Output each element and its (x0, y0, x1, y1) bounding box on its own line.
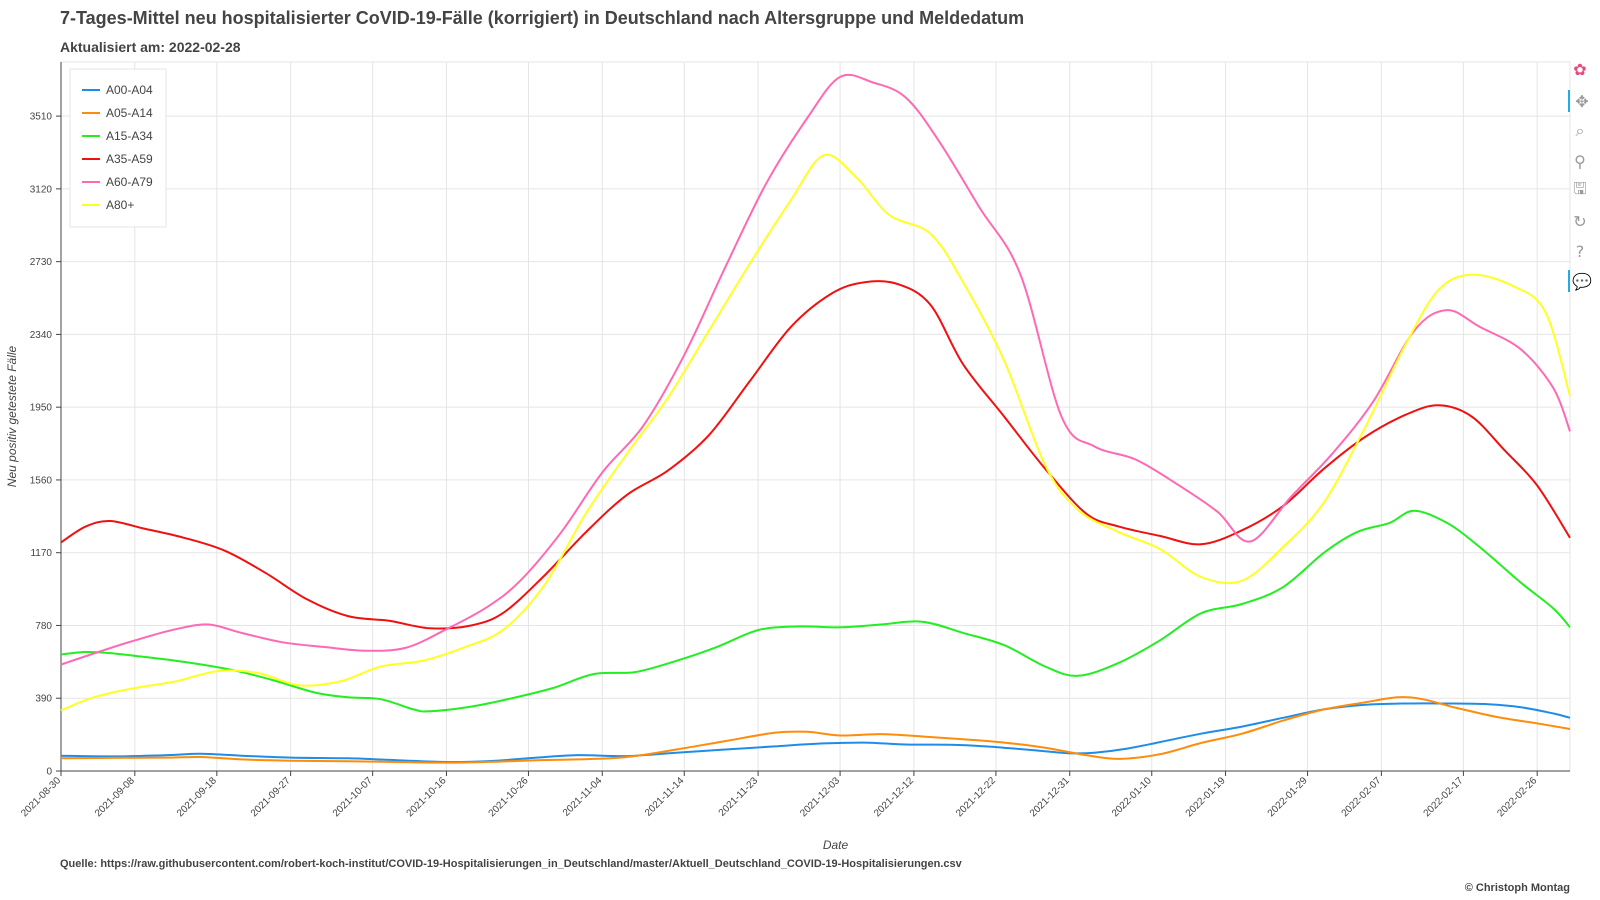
reset-tool-icon[interactable]: ↻ (1573, 211, 1587, 231)
legend (69, 68, 167, 228)
series-line-a00-a04[interactable] (60, 702, 1571, 764)
help-tool-icon[interactable]: ? (1575, 241, 1585, 261)
y-tick-label: 1170 (30, 548, 52, 559)
x-tick-label: 2021-09-27 (249, 775, 293, 819)
chart-title: 7-Tages-Mittel neu hospitalisierter CoVI… (60, 8, 1025, 28)
x-tick-label: 2022-01-29 (1266, 775, 1310, 819)
pan-tool-icon[interactable]: ✥ (1568, 90, 1594, 112)
hover-tool-icon[interactable]: 💬 (1568, 270, 1594, 292)
y-tick-label: 390 (35, 694, 52, 705)
x-tick-label: 2021-12-22 (954, 775, 998, 819)
legend-item-a00-a04[interactable]: A00-A04 (106, 83, 153, 97)
y-tick-label: 3120 (30, 184, 53, 195)
x-tick-label: 2021-10-16 (405, 775, 449, 819)
series-line-a60-a79[interactable] (60, 73, 1571, 666)
box-zoom-tool-icon[interactable]: ⌕ (1575, 121, 1585, 140)
x-tick-label: 2021-09-18 (175, 775, 219, 819)
wheel-zoom-tool-icon[interactable]: ⚲ (1574, 151, 1586, 171)
x-axis-label: Date (823, 838, 849, 852)
y-tick-label: 3510 (30, 112, 53, 123)
legend-item-a35-a59[interactable]: A35-A59 (106, 152, 153, 166)
x-tick-label: 2022-02-26 (1495, 775, 1539, 819)
copyright-text: © Christoph Montag (1464, 882, 1570, 894)
x-tick-label: 2021-12-03 (798, 775, 842, 819)
x-tick-label: 2022-02-17 (1422, 775, 1466, 819)
x-tick-label: 2021-11-23 (717, 775, 761, 819)
legend-item-a60-a79[interactable]: A60-A79 (106, 175, 153, 189)
source-text: Quelle: https://raw.githubusercontent.co… (60, 858, 962, 870)
legend-item-a05-a14[interactable]: A05-A14 (106, 106, 153, 120)
x-tick-label: 2021-11-14 (643, 775, 687, 819)
chart-subtitle: Aktualisiert am: 2022-02-28 (60, 39, 241, 55)
y-tick-label: 1560 (30, 475, 53, 486)
chart-toolbar: ✿ ✥ ⌕ ⚲ 🖫 ↻? 💬 (1568, 58, 1592, 308)
plot-area[interactable] (60, 61, 1571, 772)
y-axis-label: Neu positiv getestete Fälle (5, 345, 19, 487)
x-tick-label: 2021-10-07 (331, 775, 375, 819)
legend-item-a80-[interactable]: A80+ (106, 198, 134, 212)
save-tool-icon[interactable]: 🖫 (1573, 178, 1587, 198)
x-tick-label: 2022-02-07 (1340, 775, 1384, 819)
x-tick-label: 2022-01-19 (1184, 775, 1228, 819)
x-tick-label: 2021-11-04 (561, 775, 605, 819)
y-tick-label: 1950 (30, 403, 53, 414)
y-tick-label: 2340 (30, 330, 53, 341)
legend-item-a15-a34[interactable]: A15-A34 (106, 129, 153, 143)
series-line-a15-a34[interactable] (60, 509, 1571, 713)
y-tick-label: 0 (46, 767, 52, 778)
x-tick-label: 2021-12-31 (1028, 775, 1072, 819)
bokeh-logo-icon[interactable]: ✿ (1573, 59, 1587, 79)
x-tick-label: 2022-01-10 (1110, 775, 1154, 819)
series-line-a35-a59[interactable] (60, 280, 1571, 630)
x-tick-label: 2021-08-30 (19, 775, 63, 819)
y-tick-label: 2730 (30, 257, 53, 268)
x-tick-label: 2021-09-08 (93, 775, 137, 819)
series-line-a80-[interactable] (60, 153, 1571, 712)
x-tick-label: 2021-12-12 (872, 775, 916, 819)
y-tick-label: 780 (35, 621, 52, 632)
series-line-a05-a14[interactable] (60, 696, 1571, 764)
x-tick-label: 2021-10-26 (487, 775, 531, 819)
